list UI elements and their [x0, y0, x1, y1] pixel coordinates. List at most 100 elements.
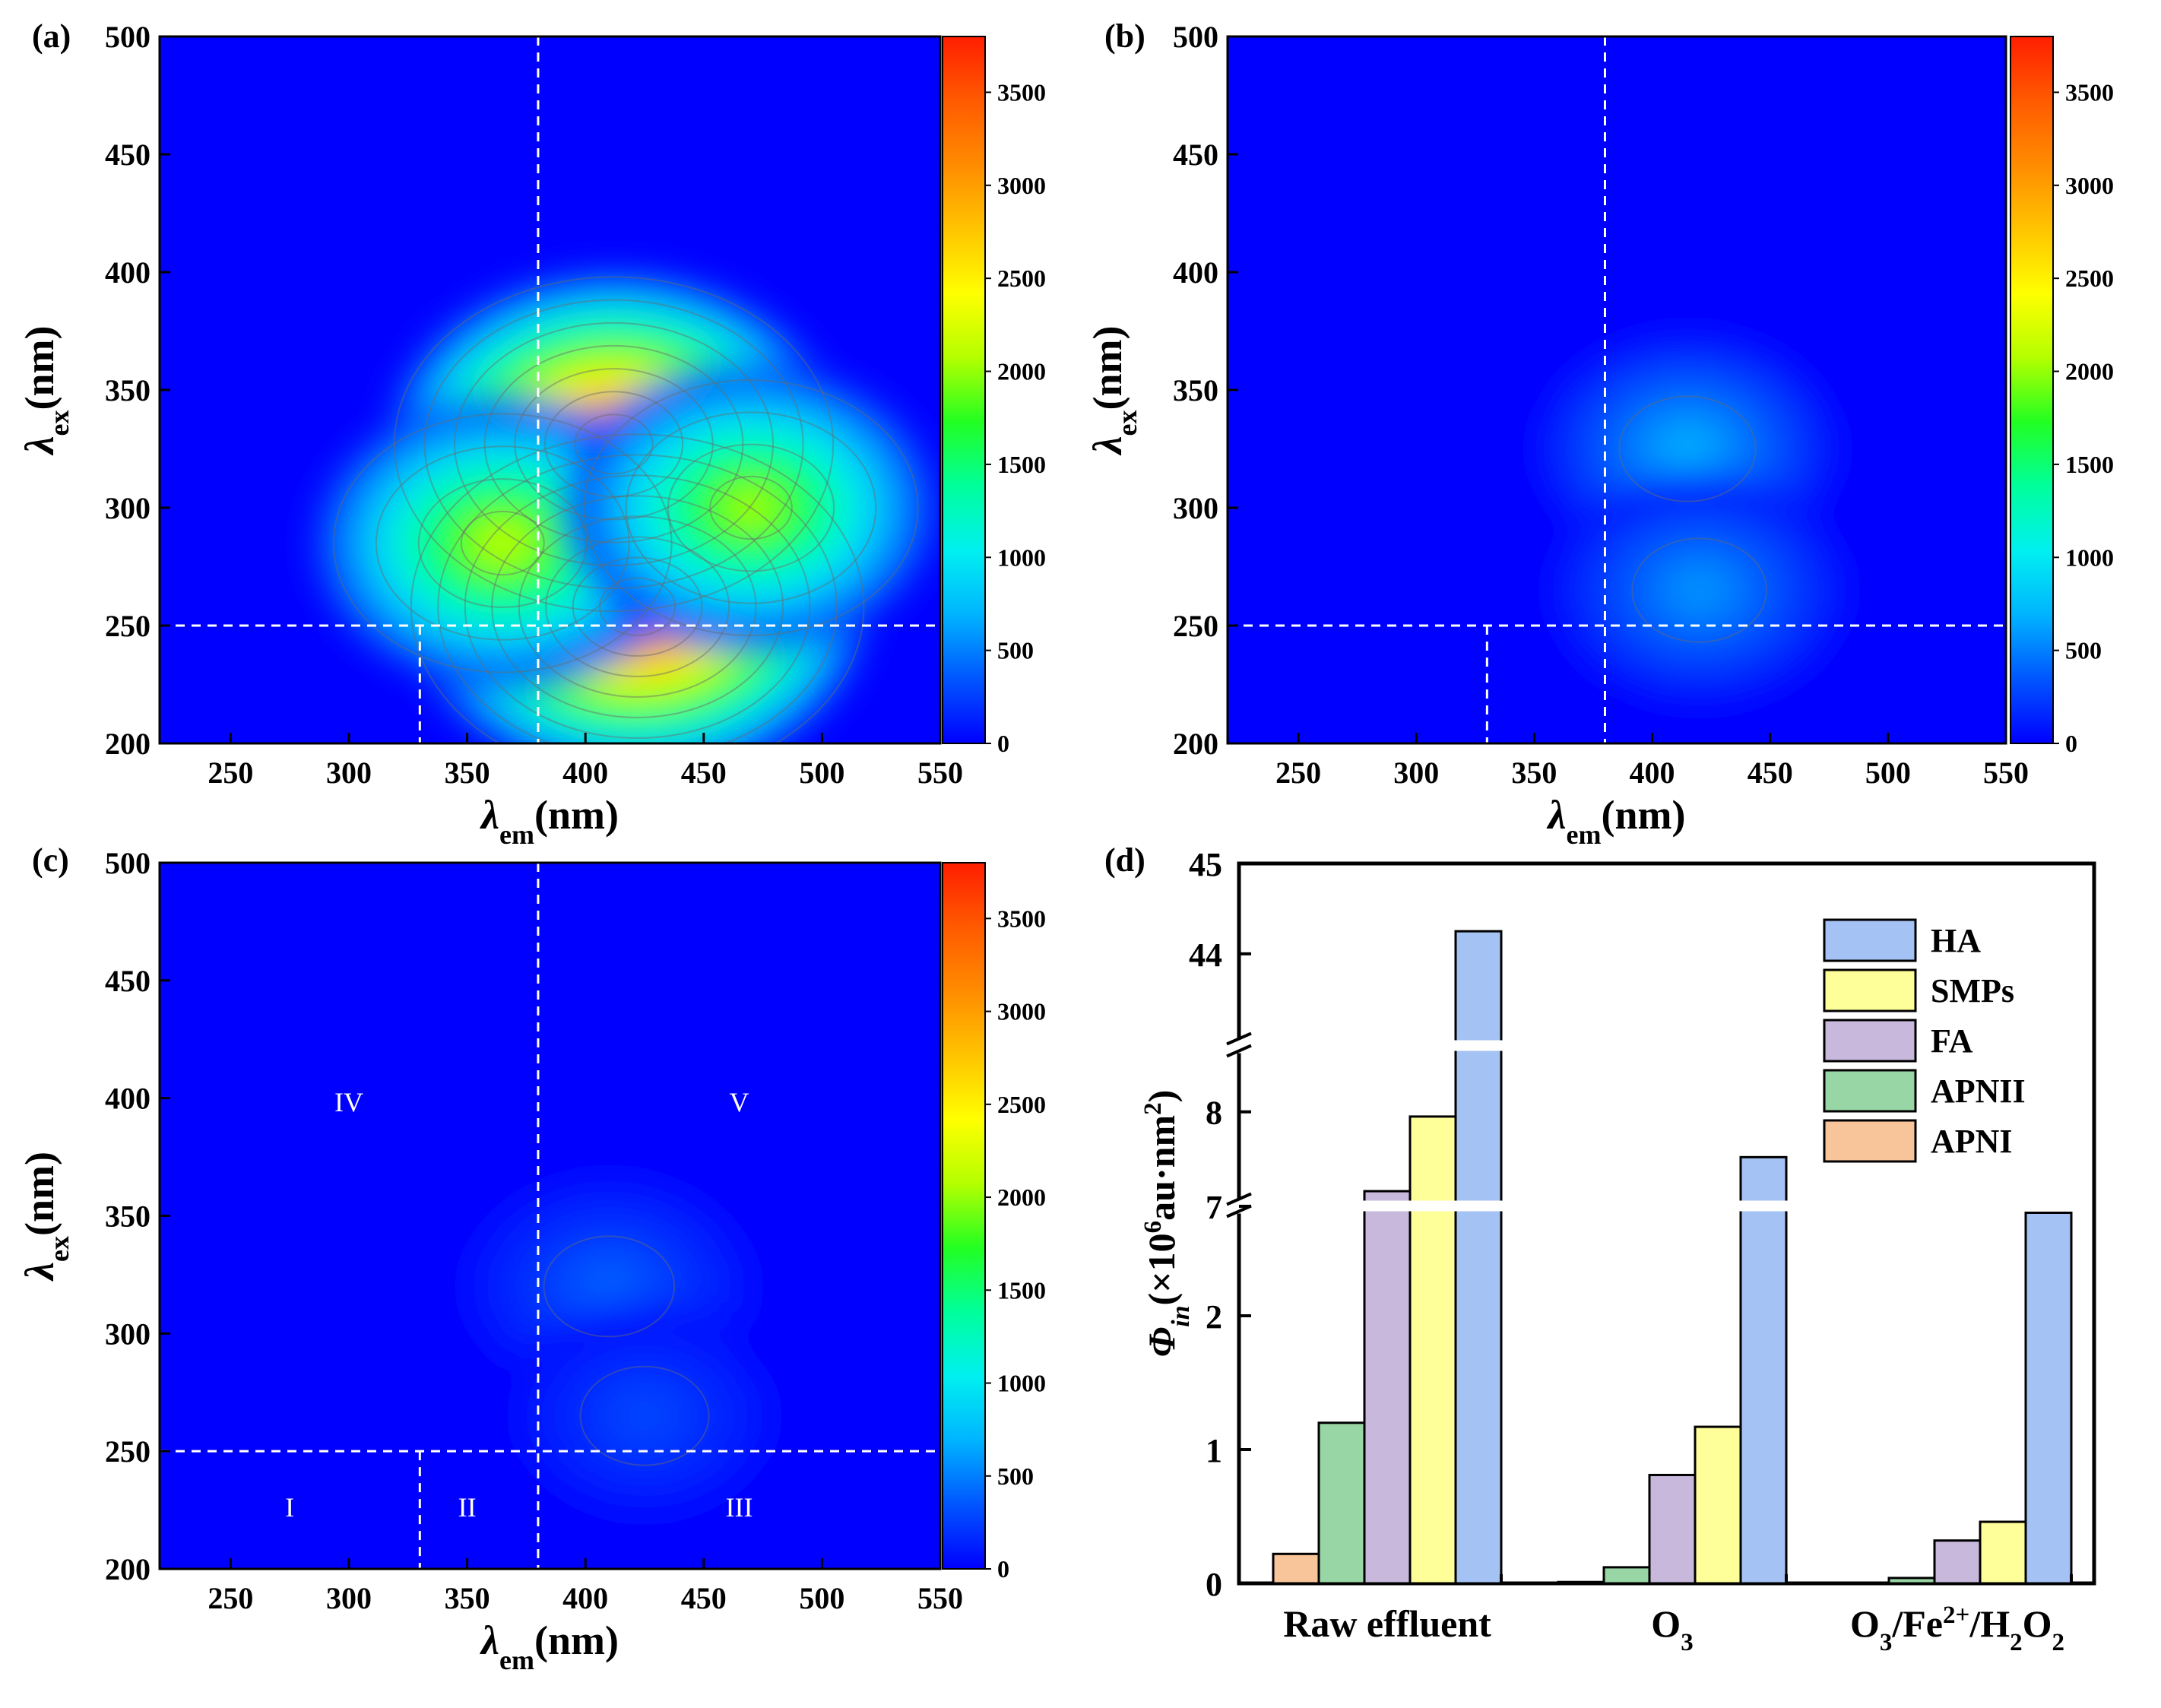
axis-break-mark	[1226, 1031, 1252, 1046]
colorbar-tick-label: 2500	[997, 1091, 1046, 1118]
eem-panel-a: 250 300 350 400 450 500 550 200 250 300 350 400 450 5…	[17, 20, 1046, 850]
contour-peak-0-1	[393, 276, 835, 613]
colorbar-tick-label: 3500	[997, 905, 1046, 932]
bar-FA-1	[1648, 1473, 1697, 1585]
contour-peak-1-5	[518, 515, 757, 698]
x-tick-label: 450	[681, 1581, 727, 1615]
colorbar	[2010, 36, 2054, 744]
colorbar-tick-label: 3000	[997, 172, 1046, 199]
x-axis-label: λem(nm)	[480, 1618, 619, 1675]
colorbar	[942, 862, 986, 1570]
colorbar-tick-label: 3000	[997, 998, 1046, 1025]
legend-label-APNI: APNI	[1931, 1123, 2013, 1160]
x-axis-label: λem(nm)	[1547, 792, 1686, 850]
region-label-IV: IV	[334, 1087, 363, 1117]
colorbar-tick-label: 0	[2065, 730, 2077, 757]
y-tick-label: 500	[105, 20, 151, 54]
y-tick-label: 250	[1173, 609, 1218, 643]
contour-peak-1-1	[1631, 537, 1767, 643]
contour-lines	[543, 1235, 710, 1466]
region-label-III: III	[725, 1492, 753, 1523]
x-tick-label: 450	[681, 756, 727, 790]
colorbar-tick-label: 3500	[2065, 78, 2114, 106]
bar-APNI-1	[1557, 1580, 1605, 1585]
region-label-I: I	[285, 1492, 294, 1523]
heatmap-field	[310, 271, 940, 743]
colorbar-tick-label: 2500	[2065, 265, 2114, 292]
y-tick-label: 45	[1189, 846, 1222, 883]
contour-peak-0-1	[1618, 395, 1757, 502]
y-tick-label: 350	[105, 1199, 151, 1234]
y-tick-label: 350	[1173, 373, 1218, 407]
colorbar-tick-label: 1500	[2065, 451, 2114, 478]
x-tick-label: 300	[326, 1581, 372, 1615]
bar-APNI-0	[1272, 1552, 1320, 1585]
y-axis-label: λex(nm)	[17, 326, 74, 456]
contour-lines	[332, 276, 919, 743]
contour-peak-1-3	[464, 474, 811, 740]
y-tick-label: 7	[1206, 1189, 1222, 1226]
bar-SMPs-0	[1408, 1115, 1457, 1585]
x-tick-label: 350	[445, 756, 490, 790]
contour-peak-0-3	[454, 322, 774, 566]
panel-label-d: (d)	[1104, 841, 1145, 879]
legend-swatch-APNII	[1823, 1069, 1917, 1113]
axis-break-mark	[1226, 1044, 1252, 1058]
contour-peak-0-2	[423, 299, 804, 590]
bar-FA-2	[1933, 1539, 1982, 1585]
colorbar-tick-label: 1500	[997, 451, 1046, 478]
axis-break-mark	[1226, 1192, 1252, 1206]
heatmap-peak-0-level-10	[593, 1274, 625, 1299]
contour-peak-3-2	[625, 411, 877, 604]
bar-HA-1	[1739, 1155, 1788, 1585]
panel-label-b: (b)	[1104, 17, 1145, 55]
x-tick-label: 400	[562, 1581, 608, 1615]
y-tick-label: 300	[105, 491, 151, 525]
y-tick-label: 1	[1206, 1432, 1222, 1469]
eem-panel-b: 250 300 350 400 450 500 550 200 250 300 350 400 450 5…	[1085, 20, 2114, 850]
bar-HA-0	[1454, 930, 1503, 1585]
colorbar-tick-label: 0	[997, 730, 1009, 757]
legend-swatch-APNI	[1823, 1119, 1917, 1163]
colorbar-tick-label: 2000	[2065, 358, 2114, 385]
y-tick-label: 2	[1206, 1298, 1222, 1336]
legend-label-APNII: APNII	[1931, 1073, 2026, 1110]
category-label-0: Raw effluent	[1283, 1602, 1491, 1645]
x-tick-label: 550	[1983, 756, 2029, 790]
colorbar-tick-label: 1000	[2065, 543, 2114, 571]
y-tick-label: 200	[105, 1552, 151, 1586]
axis-break-band-0	[1241, 1200, 2092, 1212]
y-tick-label: 400	[105, 1082, 151, 1116]
heatmap-peak-1-level-10	[629, 1404, 661, 1428]
legend-label-FA: FA	[1931, 1022, 1973, 1060]
contour-peak-0-7	[574, 414, 654, 475]
contour-peak-3-1	[583, 379, 919, 636]
x-tick-label: 300	[326, 756, 372, 790]
y-tick-label: 450	[105, 964, 151, 998]
legend-swatch-SMPs	[1823, 968, 1917, 1012]
y-tick-label: 450	[105, 138, 151, 172]
colorbar-tick-label: 2500	[997, 265, 1046, 292]
y-tick-label: 250	[105, 609, 151, 643]
y-tick-label: 400	[105, 255, 151, 290]
bar-FA-0	[1363, 1190, 1412, 1585]
colorbar-tick-label: 500	[2065, 637, 2102, 664]
panel-label-c: (c)	[32, 841, 69, 879]
contour-peak-2-2	[375, 445, 630, 641]
bar-SMPs-2	[1979, 1520, 2027, 1585]
x-tick-label: 300	[1393, 756, 1439, 790]
x-tick-label: 500	[1865, 756, 1911, 790]
contour-peak-3-3	[667, 443, 835, 572]
x-tick-label: 500	[799, 1581, 844, 1615]
contour-peak-2-1	[332, 413, 673, 673]
y-axis-label: λex(nm)	[1085, 326, 1142, 456]
heatmap-field	[459, 1171, 792, 1529]
x-tick-label: 400	[1630, 756, 1675, 790]
region-label-II: II	[458, 1492, 477, 1523]
bar-panel-d: 0 1 2 7 8 44 45 Raw effluent O3 O3/Fe2+/H2O2 Φin(×…	[1139, 846, 2096, 1656]
contour-peak-0-5	[514, 368, 714, 521]
x-tick-label: 450	[1747, 756, 1793, 790]
x-axis-label: λem(nm)	[480, 792, 619, 850]
